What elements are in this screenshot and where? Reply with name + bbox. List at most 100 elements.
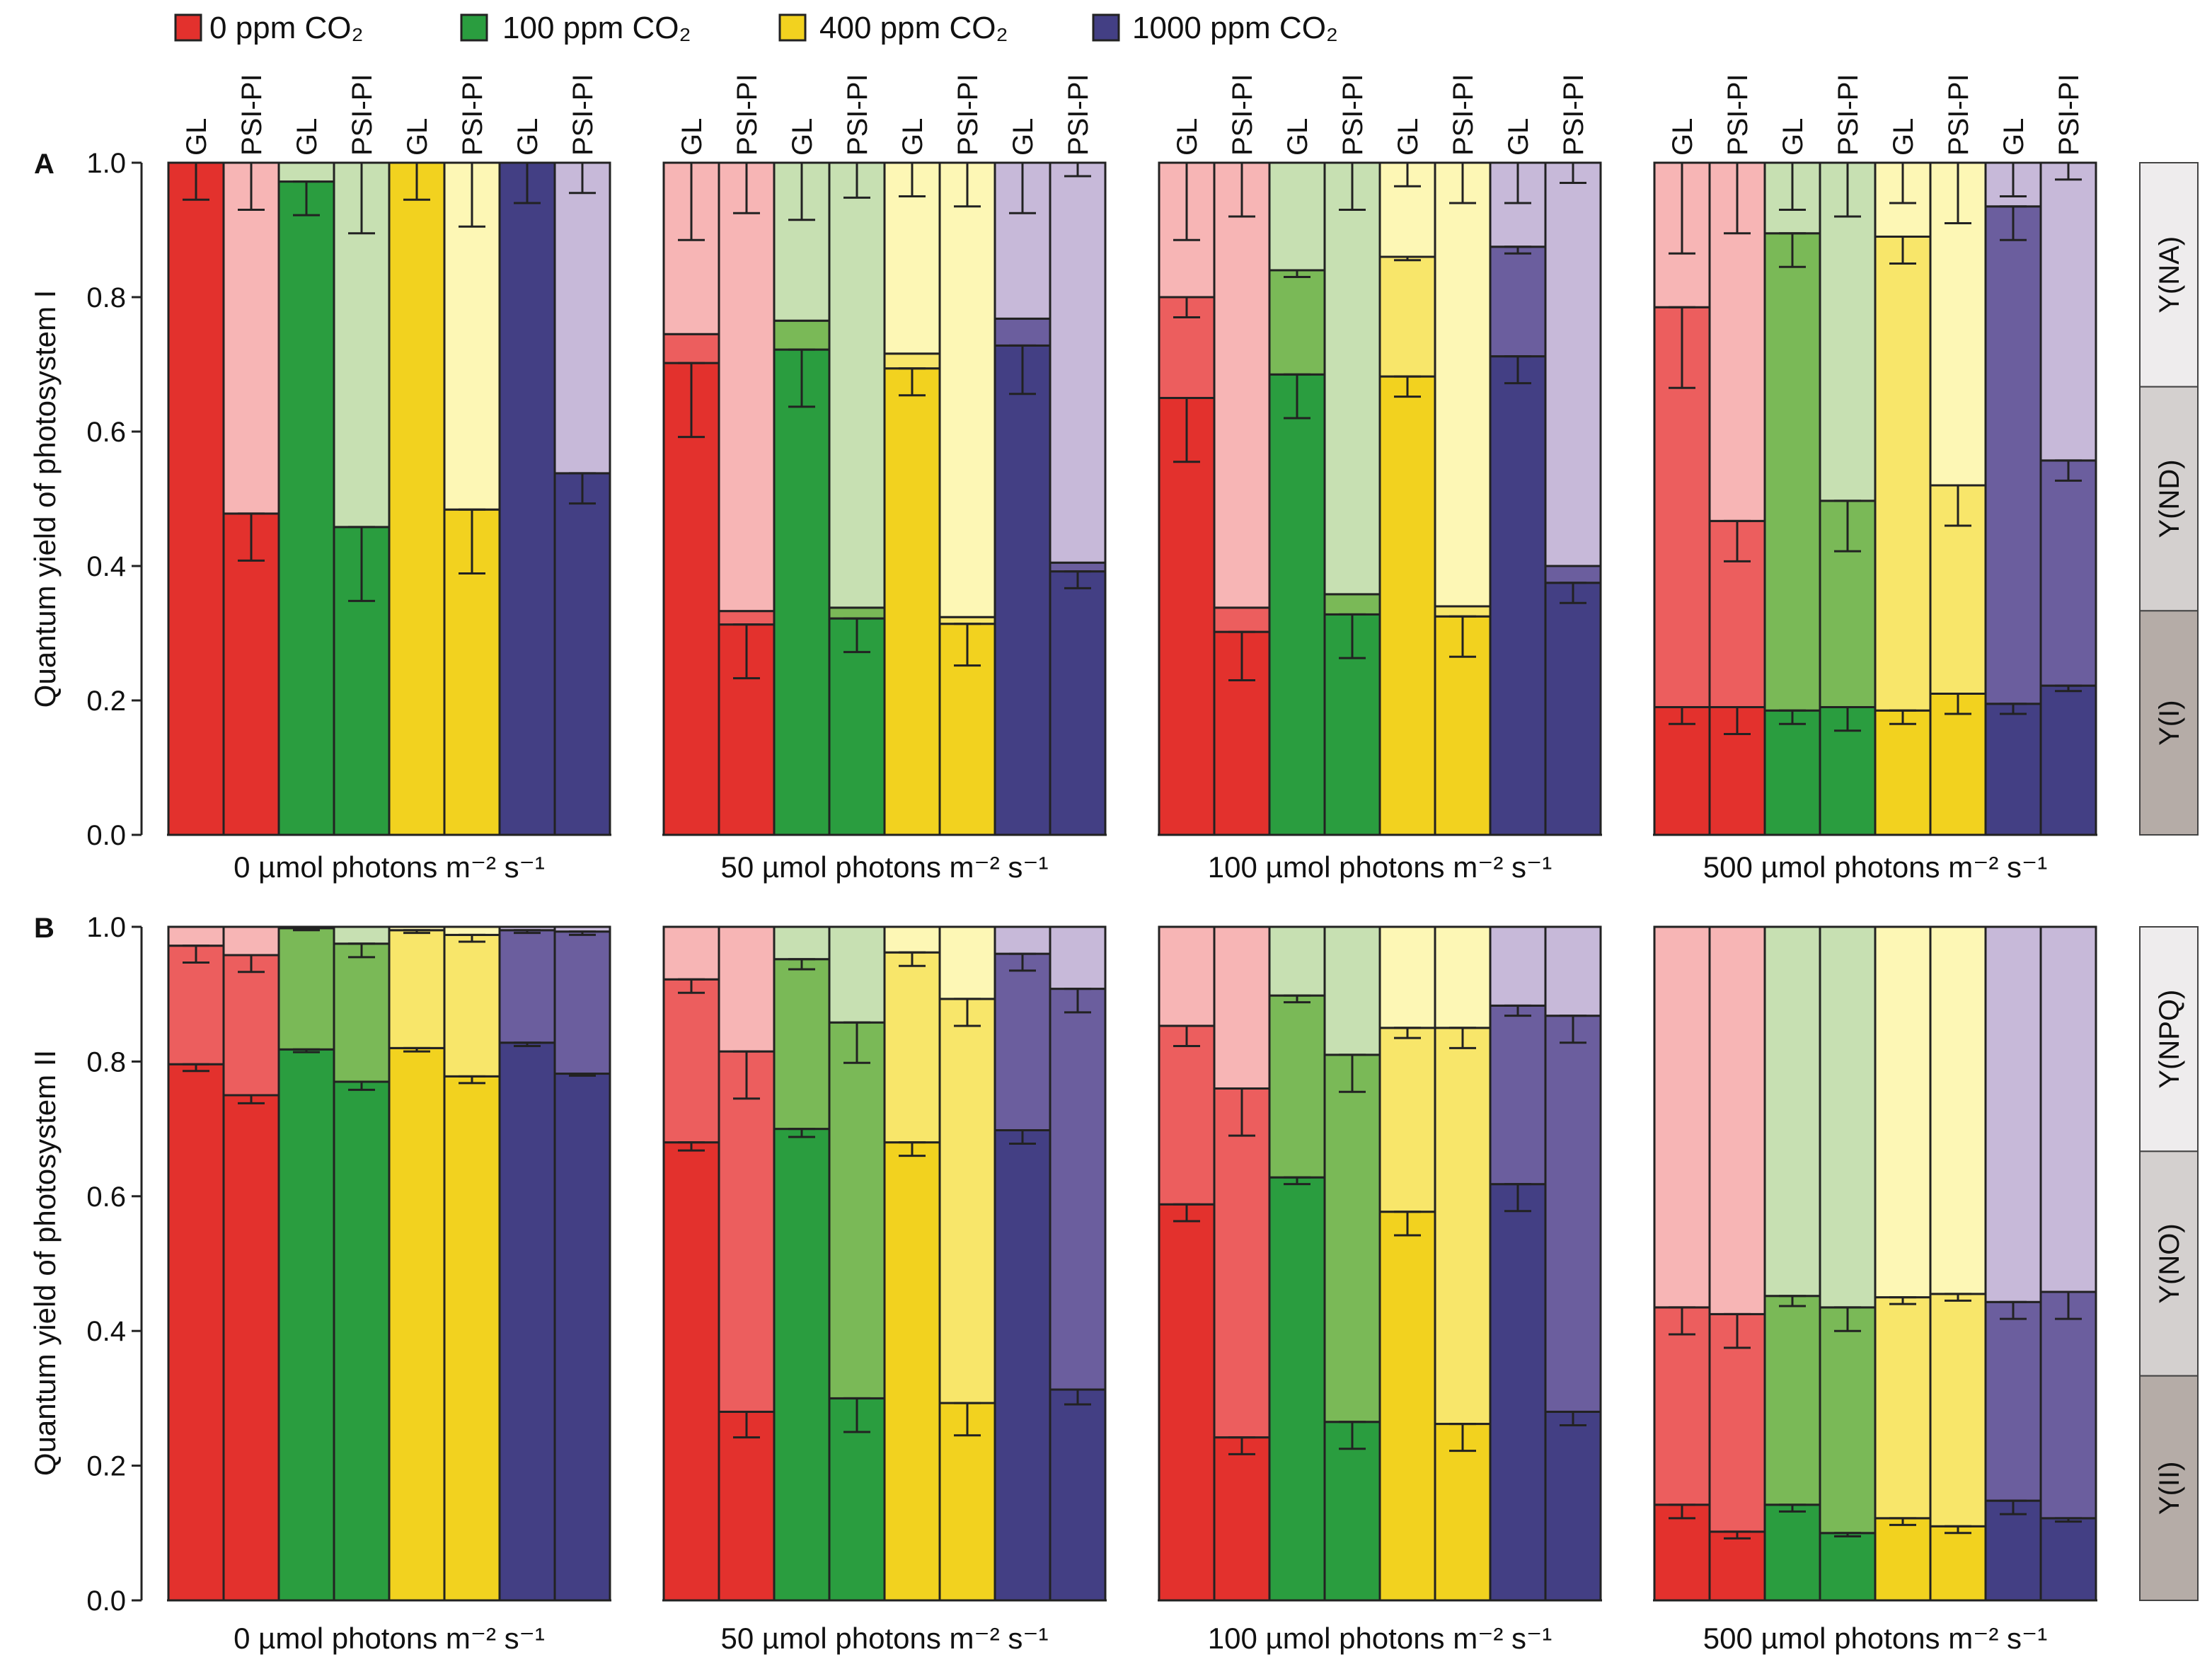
- panel-b-bar-segment: [883, 925, 941, 954]
- panel-a-bar-label: GL: [787, 118, 818, 156]
- panel-b-bar-segment: [1544, 1015, 1602, 1413]
- panel-a-bar-segment: [883, 367, 941, 836]
- panel-b-bar-segment: [883, 1141, 941, 1602]
- panel-a-bar-segment: [1213, 161, 1271, 609]
- panel-a-bar-segment: [1049, 570, 1107, 836]
- panel-b-bar-segment: [222, 954, 280, 1097]
- panel-b-bar-segment: [443, 1075, 501, 1602]
- panel-a-bar-label: PSI-PI: [952, 74, 984, 156]
- panel-b-bar-segment: [333, 1080, 391, 1602]
- panel-a-bar-label: PSI-PI: [347, 74, 378, 156]
- panel-a-bar-segment: [1874, 236, 1932, 712]
- panel-b-bar-segment: [2039, 925, 2097, 1293]
- panel-a-bar-label: GL: [512, 118, 543, 156]
- panel-b-bar-segment: [883, 951, 941, 1144]
- panel-a-bar-segment: [1544, 582, 1602, 836]
- panel-b-bar-segment: [167, 945, 225, 1065]
- panel-b-bar-segment: [1929, 1525, 1987, 1602]
- panel-b-bar-segment: [1763, 1503, 1821, 1602]
- panel-b-bar-segment: [1763, 925, 1821, 1298]
- panel-a-bar-segment: [1378, 375, 1436, 836]
- panel-b-bar-segment: [333, 925, 391, 945]
- panel-b-bar-segment: [167, 925, 225, 947]
- panel-b-bar-segment: [1819, 1532, 1877, 1602]
- panel-a-bar-label: PSI-PI: [842, 74, 873, 156]
- legend-swatch-400ppm: [778, 13, 807, 42]
- panel-a-bar-segment: [1323, 593, 1381, 616]
- panel-b-bar-segment: [662, 925, 720, 981]
- panel-b-bar-segment: [222, 1094, 280, 1602]
- panel-a-bar-label: GL: [676, 118, 708, 156]
- panel-b-group-label: 50 µmol photons m⁻² s⁻¹: [720, 1622, 1048, 1655]
- panel-b-bar-segment: [993, 925, 1052, 955]
- panel-a-bar-segment: [773, 319, 831, 351]
- panel-a-bar-segment: [938, 161, 996, 618]
- panel-b-bar-segment: [1158, 925, 1216, 1027]
- panel-a-bar-segment: [1049, 161, 1107, 564]
- panel-b-bar-segment: [1929, 925, 1987, 1295]
- panel-b-bar-segment: [1929, 1293, 1987, 1527]
- panel-b-bar-segment: [718, 1410, 776, 1602]
- panel-b-bar-segment: [1049, 925, 1107, 991]
- panel-a-bar-segment: [277, 180, 335, 836]
- panel-a-y-tick-label: 0.0: [86, 820, 126, 851]
- panel-a-group-label: 500 µmol photons m⁻² s⁻¹: [1703, 850, 2047, 884]
- panel-a-bar-label: GL: [402, 118, 433, 156]
- panel-a-bar-segment: [1763, 709, 1821, 836]
- panel-b-bar-segment: [222, 925, 280, 957]
- panel-b-bar-segment: [388, 929, 446, 1049]
- panel-b-bar-segment: [1874, 1296, 1932, 1520]
- panel-b-side-label: Y(II): [2154, 1462, 2185, 1515]
- panel-a-bar-segment: [993, 317, 1052, 347]
- panel-a-bar-label: PSI-PI: [1063, 74, 1094, 156]
- panel-b-bar-segment: [1544, 925, 1602, 1017]
- panel-b-bar-segment: [1049, 1388, 1107, 1602]
- panel-b-bar-segment: [1489, 1004, 1547, 1186]
- panel-a-bar-label: PSI-PI: [568, 74, 599, 156]
- panel-a-y-tick-label: 0.2: [86, 686, 126, 717]
- panel-a-bar-segment: [553, 472, 611, 836]
- panel-a-bar-segment: [2039, 161, 2097, 462]
- panel-a-bar-segment: [1434, 161, 1492, 608]
- panel-a-y-tick-label: 0.8: [86, 282, 126, 313]
- panel-b-bar-segment: [1763, 1295, 1821, 1506]
- panel-b-bar-segment: [443, 925, 501, 936]
- panel-b-bar-segment: [277, 1048, 335, 1602]
- panel-b-bar-segment: [1213, 1087, 1271, 1439]
- panel-a-bar-label: PSI-PI: [1722, 74, 1753, 156]
- panel-b-bar-segment: [1049, 988, 1107, 1391]
- panel-b-bar-segment: [1984, 925, 2042, 1303]
- panel-b: 0.0 0.2 0.4 0.6 0.8 1.0 0 µmol photons m⁻² s⁻¹…: [86, 912, 2199, 1655]
- panel-b-y-tick-label: 0.0: [86, 1586, 126, 1617]
- panel-b-bar-segment: [1874, 925, 1932, 1299]
- panel-a-bar-label: GL: [1998, 118, 2029, 156]
- panel-b-bar-segment: [1268, 1176, 1326, 1602]
- panel-a-group-label: 0 µmol photons m⁻² s⁻¹: [234, 850, 545, 884]
- legend-swatch-0ppm: [174, 13, 202, 42]
- panel-b-bar-segment: [1653, 1503, 1711, 1602]
- panel-b-bar-segment: [1323, 925, 1381, 1056]
- panel-b-bar-segment: [993, 1129, 1052, 1602]
- panel-b-y-tick-label: 0.2: [86, 1451, 126, 1482]
- panel-a-side-label: Y(I): [2154, 700, 2185, 745]
- panel-a-bar-segment: [828, 606, 886, 620]
- panel-b-bar-segment: [443, 933, 501, 1078]
- panel-letter-b: B: [34, 913, 54, 944]
- panel-a-side-label: Y(NA): [2154, 236, 2185, 313]
- panel-a-bar-label: GL: [1778, 118, 1809, 156]
- panel-b-bar-segment: [938, 998, 996, 1404]
- panel-b-bar-segment: [1653, 1306, 1711, 1506]
- panel-b-bar-segment: [333, 942, 391, 1083]
- panel-b-bar-segment: [773, 958, 831, 1131]
- panel-a-bar-label: GL: [181, 118, 212, 156]
- panel-a-bar-segment: [2039, 459, 2097, 687]
- panel-a-bar-segment: [718, 610, 776, 626]
- panel-a-side-box: [2139, 386, 2199, 612]
- panel-a-bar-segment: [1544, 161, 1602, 567]
- panel-b-bar-segment: [553, 1073, 611, 1602]
- panel-b-bar-segment: [1984, 1300, 2042, 1502]
- legend-label-0ppm: 0 ppm CO₂: [209, 11, 364, 45]
- panel-a-y-axis-label: Quantum yield of photosystem I: [28, 290, 62, 708]
- panel-a-side-label: Y(ND): [2154, 459, 2185, 538]
